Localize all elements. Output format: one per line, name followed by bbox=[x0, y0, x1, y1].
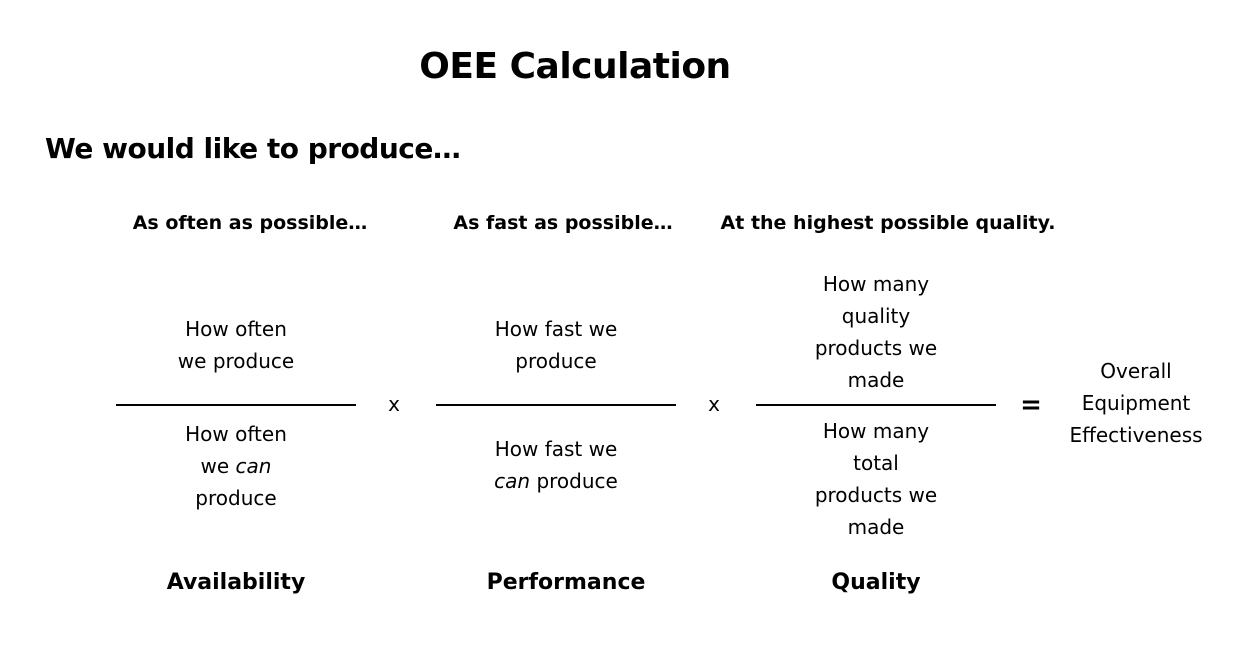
availability-fraction-bar bbox=[116, 404, 356, 406]
quality-denominator-line: How many bbox=[822, 419, 930, 443]
result-overall-equipment-effectiveness: Overall Equipment Effectiveness bbox=[1056, 355, 1216, 451]
availability-numerator-line: How often bbox=[185, 317, 287, 341]
result-overall-equipment-effectiveness-line: Effectiveness bbox=[1069, 423, 1203, 447]
availability-denominator-line: How often bbox=[185, 422, 287, 446]
emphasis-text: can bbox=[494, 469, 531, 493]
label-quality: Quality bbox=[831, 570, 921, 595]
availability-denominator-line: produce bbox=[195, 486, 277, 510]
heading-availability: As often as possible… bbox=[132, 212, 368, 234]
quality-denominator-line: made bbox=[847, 515, 905, 539]
quality-numerator-line: made bbox=[847, 368, 905, 392]
quality-numerator-line: quality bbox=[841, 304, 911, 328]
performance-numerator-line: How fast we bbox=[494, 317, 618, 341]
label-performance: Performance bbox=[486, 570, 646, 595]
quality-denominator-line: products we bbox=[814, 483, 938, 507]
equals-operator: = bbox=[1020, 390, 1042, 420]
emphasis-text: can bbox=[235, 454, 272, 478]
performance-fraction-bar bbox=[436, 404, 676, 406]
label-availability: Availability bbox=[166, 570, 306, 595]
quality-numerator-line: products we bbox=[814, 336, 938, 360]
performance-denominator-line: can produce bbox=[494, 469, 618, 493]
heading-performance: As fast as possible… bbox=[453, 212, 673, 234]
result-overall-equipment-effectiveness-line: Equipment bbox=[1081, 391, 1191, 415]
multiply-operator-2: x bbox=[708, 392, 720, 416]
quality-denominator-line: total bbox=[853, 451, 899, 475]
subtitle: We would like to produce… bbox=[45, 132, 461, 165]
page-title: OEE Calculation bbox=[419, 46, 731, 87]
availability-numerator-line: we produce bbox=[177, 349, 295, 373]
performance-denominator: How fast we can produce bbox=[436, 433, 676, 533]
performance-denominator-line: How fast we bbox=[494, 437, 618, 461]
performance-numerator-line: produce bbox=[515, 349, 597, 373]
availability-denominator-line: we can bbox=[200, 454, 272, 478]
quality-fraction-bar bbox=[756, 404, 996, 406]
performance-numerator: How fast we produce bbox=[436, 265, 676, 377]
multiply-operator-1: x bbox=[388, 392, 400, 416]
result-overall-equipment-effectiveness-line: Overall bbox=[1100, 359, 1172, 383]
heading-quality: At the highest possible quality. bbox=[720, 212, 1056, 234]
quality-denominator: How many total products we made bbox=[756, 415, 996, 545]
quality-numerator: How many quality products we made bbox=[756, 266, 996, 396]
availability-denominator: How often we can produce bbox=[116, 418, 356, 548]
availability-numerator: How often we produce bbox=[116, 265, 356, 377]
quality-numerator-line: How many bbox=[822, 272, 930, 296]
